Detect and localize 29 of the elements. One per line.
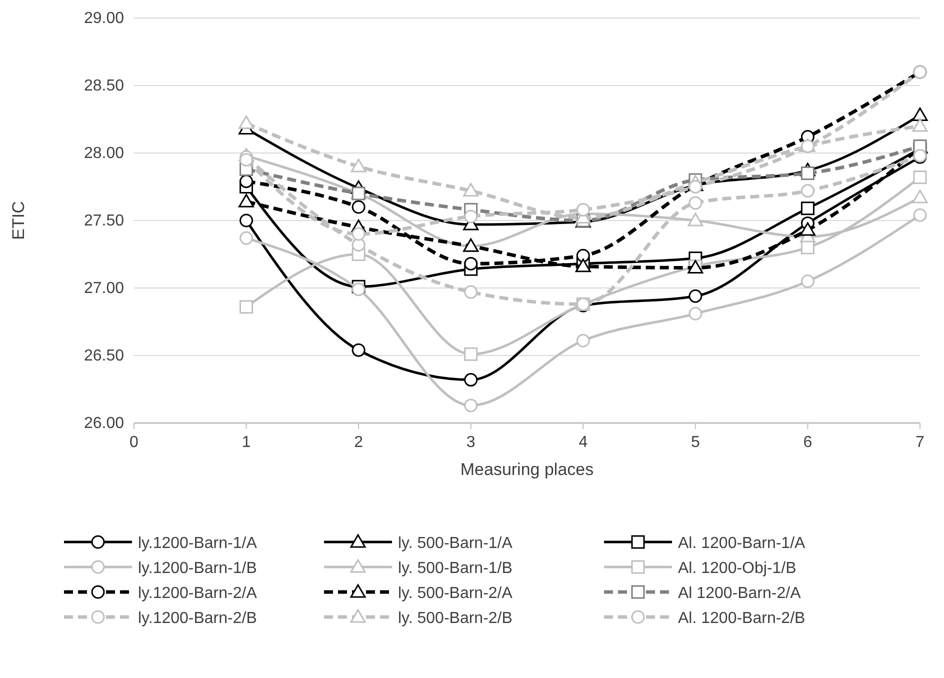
legend-label: ly.1200-Barn-1/A	[138, 535, 258, 552]
x-tick-label: 3	[466, 434, 476, 451]
y-tick-label: 28.00	[84, 145, 124, 162]
legend-label: Al. 1200-Obj-1/B	[678, 560, 796, 577]
y-axis-title: ETIC	[9, 201, 28, 240]
x-tick-label: 4	[578, 434, 588, 451]
y-tick-label: 26.50	[84, 348, 124, 364]
y-tick-label: 27.50	[84, 212, 124, 230]
legend-label: Al. 1200-Barn-2/B	[678, 610, 806, 627]
legend-label: ly. 500-Barn-1/A	[398, 535, 513, 552]
x-tick-label: 2	[354, 434, 364, 451]
legend-label: ly. 500-Barn-2/A	[398, 585, 513, 602]
legend-label: ly.1200-Barn-1/B	[138, 560, 257, 577]
x-tick-label: 6	[803, 434, 812, 451]
legend-label: ly.1200-Barn-2/B	[138, 610, 257, 627]
legend-label: ly.1200-Barn-2/A	[138, 585, 258, 602]
x-tick-label: 7	[916, 434, 925, 451]
legend-label: ly. 500-Barn-1/B	[398, 560, 512, 577]
y-tick-label: 28.50	[84, 78, 124, 94]
x-tick-label: 5	[690, 434, 700, 451]
y-tick-label: 27.00	[84, 280, 124, 297]
x-axis-title: Measuring places	[460, 460, 594, 479]
x-tick-label: 0	[130, 434, 139, 451]
legend-label: Al. 1200-Barn-1/A	[678, 535, 806, 552]
legend-label: Al 1200-Barn-2/A	[678, 585, 802, 602]
x-tick-label: 1	[242, 434, 251, 451]
y-tick-label: 29.00	[84, 10, 124, 27]
y-tick-label: 26.00	[84, 415, 124, 432]
legend-label: ly. 500-Barn-2/B	[398, 610, 512, 627]
